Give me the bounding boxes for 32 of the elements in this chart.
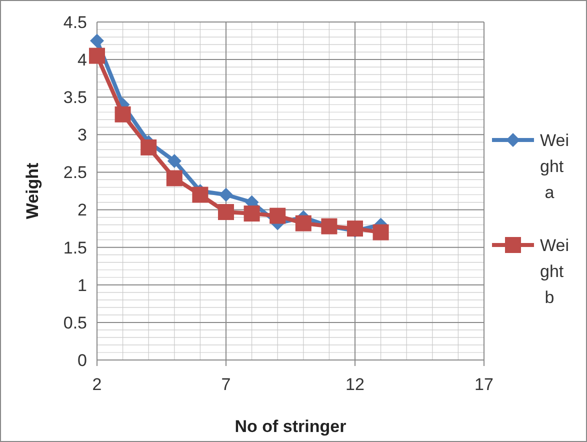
y-tick-label: 0.5 [63,313,87,332]
y-tick-label: 1.5 [63,238,87,258]
legend-label: Weight a [540,131,569,202]
point [244,206,260,222]
point [114,106,131,122]
point [166,170,182,186]
y-axis-title: Weight [23,162,42,220]
point [218,204,234,220]
y-tick-label: 4.5 [63,12,87,32]
y-tick-label: 2.5 [63,163,87,182]
y-tick-label: 2 [78,200,87,220]
point [90,34,104,48]
point [347,220,363,237]
x-tick-label: 7 [221,375,231,394]
point [270,208,286,224]
x-tick-label: 12 [346,375,364,394]
point [219,188,233,202]
y-tick-label: 3 [78,126,87,145]
x-axis-title: No of stringer [234,417,347,436]
y-tick-label: 0 [78,350,87,370]
point [295,215,312,232]
point [167,154,182,168]
point [89,48,105,64]
y-tick-label: 4 [78,50,87,70]
legend-label: Weight b [540,236,569,307]
point [140,139,157,156]
point [372,224,389,240]
point [192,186,208,203]
y-tick-label: 3.5 [63,88,87,108]
x-tick-label: 17 [474,375,494,394]
x-tick-label: 2 [92,375,102,394]
y-tick-label: 1 [78,276,87,295]
